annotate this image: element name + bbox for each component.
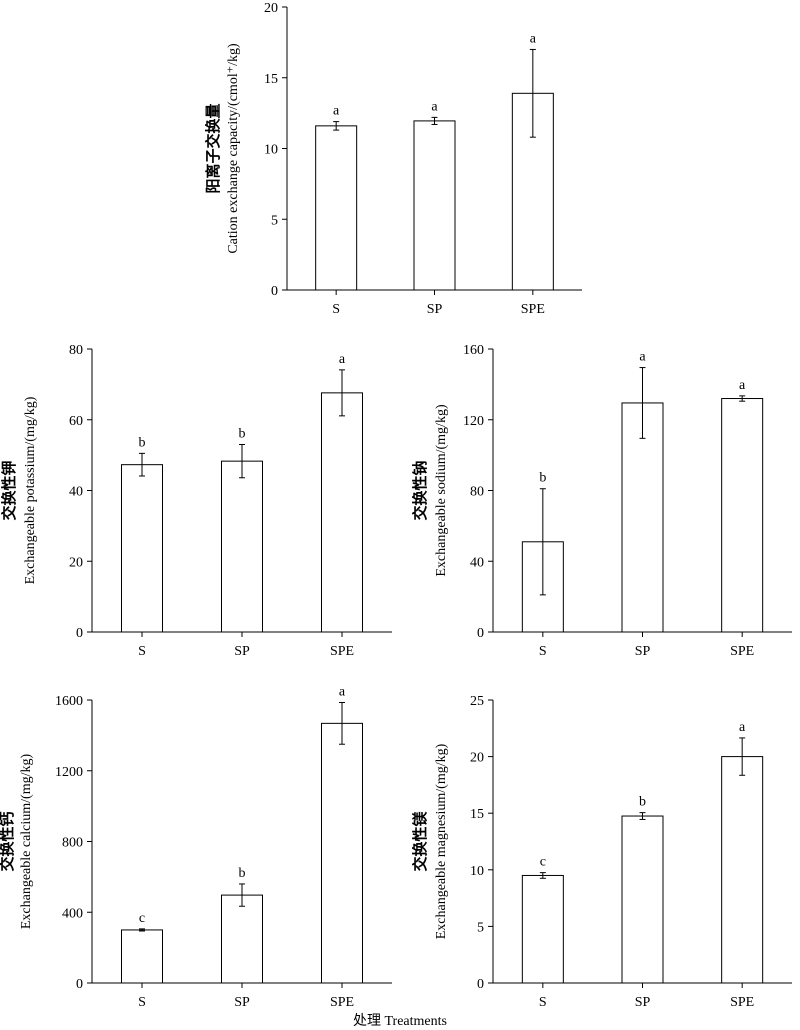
mg-bar-SP [621, 815, 664, 984]
k-y-tick-label: 40 [69, 485, 83, 500]
mg-y-tick-label: 25 [470, 694, 484, 709]
cec-category-label-S: S [332, 302, 340, 317]
cec-significance-letter-S: a [333, 104, 340, 119]
x-axis-title: 处理 Treatments [353, 1014, 447, 1029]
k-y-tick-label: 80 [69, 343, 83, 358]
k-significance-letter-SP: b [239, 427, 246, 442]
mg-significance-letter-S: c [540, 855, 546, 870]
ca-significance-letter-SPE: a [339, 684, 346, 699]
cec-y-tick-label: 5 [271, 213, 278, 228]
mg-category-label-SP: SP [635, 995, 651, 1010]
cec-y-title-cn: 阳离子交换量 [204, 103, 222, 193]
na-y-tick-label: 120 [463, 414, 484, 429]
cec-y-tick-label: 10 [264, 143, 278, 158]
ca-y-tick-label: 1600 [55, 694, 83, 709]
mg-y-tick-label: 10 [470, 864, 484, 879]
mg-y-tick-label: 20 [470, 751, 484, 766]
mg-bar-SPE [721, 756, 764, 984]
na-significance-letter-SP: a [639, 350, 646, 365]
ca-y-tick-label: 0 [76, 977, 83, 992]
mg-y-tick-label: 5 [477, 920, 484, 935]
na-category-label-S: S [539, 644, 547, 659]
ca-significance-letter-SP: b [239, 866, 246, 881]
na-y-tick-label: 80 [470, 485, 484, 500]
k-bar-SPE [321, 392, 363, 633]
na-y-title-cn: 交换性钠 [411, 460, 429, 520]
mg-y-tick-label: 0 [477, 977, 484, 992]
ca-category-label-SPE: SPE [330, 995, 354, 1010]
cec-significance-letter-SP: a [431, 99, 438, 114]
mg-category-label-S: S [539, 995, 547, 1010]
k-y-title-en: Exchangeable potassium/(mg/kg) [23, 396, 38, 584]
cec-y-tick-label: 20 [264, 1, 278, 16]
ca-y-title-en: Exchangeable calcium/(mg/kg) [19, 754, 34, 930]
ca-y-tick-label: 400 [62, 906, 83, 921]
cec-y-tick-label: 0 [271, 284, 278, 299]
cec-significance-letter-SPE: a [530, 31, 537, 46]
k-y-tick-label: 0 [76, 626, 83, 641]
k-y-tick-label: 60 [69, 414, 83, 429]
na-y-title-en: Exchangeable sodium/(mg/kg) [434, 404, 449, 577]
na-y-tick-label: 160 [463, 343, 484, 358]
ca-y-tick-label: 1200 [55, 765, 83, 780]
na-y-tick-label: 0 [477, 626, 484, 641]
ca-bar-SPE [321, 722, 363, 984]
mg-bar-S [521, 874, 564, 984]
cec-bar-SP [413, 120, 456, 291]
mg-significance-letter-SPE: a [739, 720, 746, 735]
mg-category-label-SPE: SPE [730, 995, 754, 1010]
mg-significance-letter-SP: b [639, 795, 646, 810]
k-significance-letter-S: b [139, 435, 146, 450]
k-y-title-cn: 交换性钾 [0, 460, 18, 520]
ca-significance-letter-S: c [139, 911, 145, 926]
na-category-label-SP: SP [635, 644, 651, 659]
ca-bar-SP [221, 894, 263, 984]
ca-category-label-S: S [138, 995, 146, 1010]
ca-bar-S [121, 929, 163, 984]
mg-y-title-en: Exchangeable magnesium/(mg/kg) [434, 743, 449, 939]
cec-y-tick-label: 15 [264, 72, 278, 87]
na-y-tick-label: 40 [470, 555, 484, 570]
k-bar-SP [221, 460, 263, 633]
ca-category-label-SP: SP [234, 995, 250, 1010]
k-bar-S [121, 464, 163, 633]
cec-y-title-en: Cation exchange capacity/(cmol⁺/kg) [226, 43, 241, 254]
mg-y-tick-label: 15 [470, 807, 484, 822]
mg-y-title-cn: 交换性镁 [411, 811, 429, 872]
cec-category-label-SP: SP [427, 302, 443, 317]
na-category-label-SPE: SPE [730, 644, 754, 659]
na-significance-letter-SPE: a [739, 378, 746, 393]
k-category-label-SP: SP [234, 644, 250, 659]
ca-y-title-cn: 交换性钙 [0, 811, 16, 871]
na-significance-letter-S: b [539, 471, 546, 486]
na-bar-SPE [721, 398, 764, 633]
ca-y-tick-label: 800 [62, 836, 83, 851]
k-category-label-SPE: SPE [330, 644, 354, 659]
k-significance-letter-SPE: a [339, 352, 346, 367]
k-category-label-S: S [138, 644, 146, 659]
k-y-tick-label: 20 [69, 555, 83, 570]
cec-bar-S [315, 125, 358, 291]
cec-category-label-SPE: SPE [521, 302, 545, 317]
na-bar-SP [621, 402, 664, 633]
